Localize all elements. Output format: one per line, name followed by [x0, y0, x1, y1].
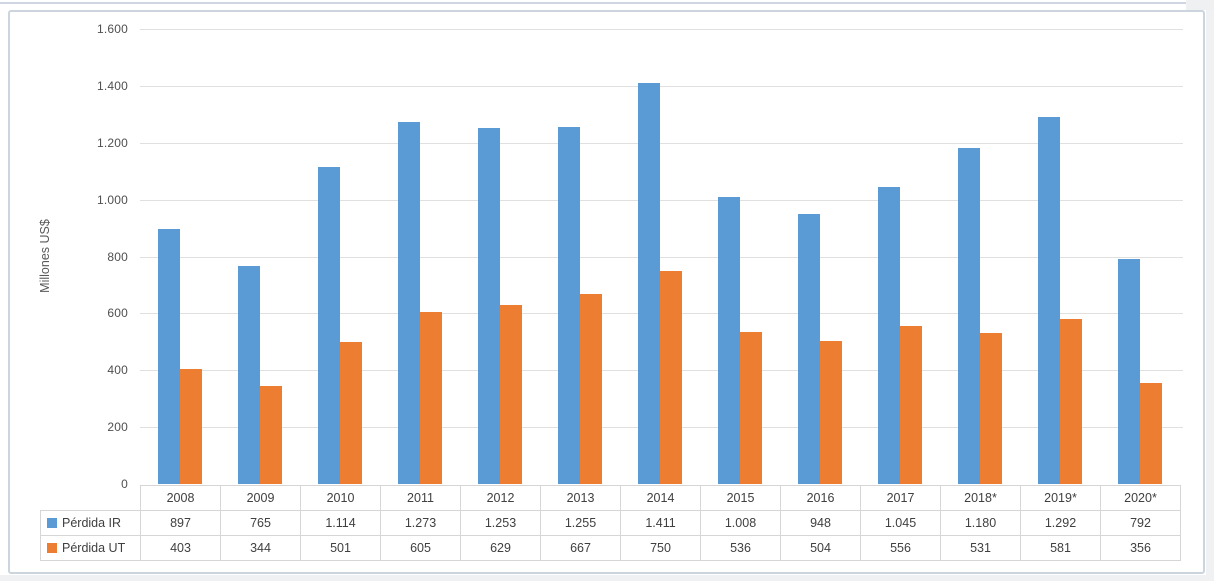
bar-p-rdida-ut-2019: [1060, 319, 1082, 484]
bar-p-rdida-ir-2018: [958, 148, 980, 484]
bar-p-rdida-ir-2020: [1118, 259, 1140, 484]
bar-p-rdida-ir-2009: [238, 266, 260, 484]
y-tick-label-600: 600: [107, 306, 128, 321]
year-header-2019: 2019*: [1020, 485, 1101, 511]
bar-p-rdida-ir-2015: [718, 197, 740, 484]
year-header-2013: 2013: [540, 485, 621, 511]
value-cell-p-rdida-ir-2014: 1.411: [620, 510, 701, 536]
bar-p-rdida-ir-2012: [478, 128, 500, 484]
value-cell-p-rdida-ut-2017: 556: [860, 535, 941, 561]
year-header-2017: 2017: [860, 485, 941, 511]
y-tick-label-1.400: 1.400: [96, 78, 128, 93]
bar-p-rdida-ir-2016: [798, 214, 820, 484]
y-tick-label-0: 0: [121, 477, 128, 491]
bar-p-rdida-ut-2012: [500, 305, 522, 484]
bar-p-rdida-ut-2015: [740, 332, 762, 484]
year-header-2011: 2011: [380, 485, 461, 511]
bar-p-rdida-ir-2010: [318, 167, 340, 484]
legend-swatch-icon: [47, 518, 57, 528]
year-header-2010: 2010: [300, 485, 381, 511]
year-header-2015: 2015: [700, 485, 781, 511]
year-header-2014: 2014: [620, 485, 701, 511]
value-cell-p-rdida-ut-2019: 581: [1020, 535, 1101, 561]
bar-p-rdida-ir-2014: [638, 83, 660, 484]
value-cell-p-rdida-ut-2018: 531: [940, 535, 1021, 561]
gridline-800: [140, 256, 1183, 258]
y-axis-tick-labels: 0 200 400 600 800 1.000 1.200 1.400 1.600: [8, 0, 128, 581]
page-top-divider: [0, 2, 1186, 4]
outer-background-bottom: [0, 575, 1214, 581]
value-cell-p-rdida-ir-2019: 1.292: [1020, 510, 1101, 536]
value-cell-p-rdida-ut-2020: 356: [1100, 535, 1181, 561]
value-cell-p-rdida-ut-2015: 536: [700, 535, 781, 561]
y-tick-label-1.000: 1.000: [96, 192, 128, 207]
table-row-p-rdida-ir: Pérdida IR 897 765 1.114 1.273 1.253 1.255 1.41…: [40, 510, 1181, 536]
bar-p-rdida-ut-2008: [180, 369, 202, 484]
y-tick-label-200: 200: [107, 420, 128, 435]
value-cell-p-rdida-ir-2009: 765: [220, 510, 301, 536]
y-tick-label-1.200: 1.200: [96, 135, 128, 150]
value-cell-p-rdida-ut-2009: 344: [220, 535, 301, 561]
value-cell-p-rdida-ir-2008: 897: [140, 510, 221, 536]
value-cell-p-rdida-ir-2016: 948: [780, 510, 861, 536]
value-cell-p-rdida-ir-2018: 1.180: [940, 510, 1021, 536]
year-header-2016: 2016: [780, 485, 861, 511]
bar-p-rdida-ut-2014: [660, 271, 682, 484]
gridline-1.200: [140, 142, 1183, 144]
bar-p-rdida-ir-2019: [1038, 117, 1060, 484]
legend-cell-p-rdida-ut: Pérdida UT: [40, 535, 141, 561]
value-cell-p-rdida-ir-2011: 1.273: [380, 510, 461, 536]
value-cell-p-rdida-ut-2013: 667: [540, 535, 621, 561]
value-cell-p-rdida-ir-2015: 1.008: [700, 510, 781, 536]
table-row-p-rdida-ut: Pérdida UT 403 344 501 605 629 667 750 536 504 556…: [40, 535, 1181, 561]
outer-background-corner: [1186, 0, 1214, 10]
table-corner-cell: [41, 486, 141, 511]
bar-p-rdida-ut-2009: [260, 386, 282, 484]
value-cell-p-rdida-ir-2010: 1.114: [300, 510, 381, 536]
year-header-2009: 2009: [220, 485, 301, 511]
data-table: 2008 2009 2010 2011 2012 2013 2014 2015 2016 2017…: [40, 485, 1181, 561]
y-tick-label-800: 800: [107, 249, 128, 264]
year-header-2012: 2012: [460, 485, 541, 511]
bar-p-rdida-ut-2013: [580, 294, 602, 484]
plot-area: [140, 29, 1183, 484]
year-header-2020: 2020*: [1100, 485, 1181, 511]
bar-p-rdida-ut-2011: [420, 312, 442, 484]
table-row-years: 2008 2009 2010 2011 2012 2013 2014 2015 2016 2017…: [41, 485, 1181, 511]
bar-p-rdida-ut-2017: [900, 326, 922, 484]
legend-cell-p-rdida-ir: Pérdida IR: [40, 510, 141, 536]
year-header-2018: 2018*: [940, 485, 1021, 511]
gridline-1.600: [140, 29, 1183, 30]
gridline-1.000: [140, 199, 1183, 201]
year-header-2008: 2008: [140, 485, 221, 511]
value-cell-p-rdida-ut-2008: 403: [140, 535, 221, 561]
value-cell-p-rdida-ir-2012: 1.253: [460, 510, 541, 536]
value-cell-p-rdida-ut-2016: 504: [780, 535, 861, 561]
bar-p-rdida-ir-2017: [878, 187, 900, 484]
y-tick-label-400: 400: [107, 363, 128, 378]
value-cell-p-rdida-ut-2011: 605: [380, 535, 461, 561]
bar-p-rdida-ir-2013: [558, 127, 580, 484]
chart-card: [8, 10, 1205, 574]
bar-p-rdida-ut-2010: [340, 342, 362, 484]
gridline-1.400: [140, 85, 1183, 87]
outer-background-right: [1206, 0, 1214, 581]
legend-swatch-icon: [47, 543, 57, 553]
bar-p-rdida-ir-2011: [398, 122, 420, 484]
bar-p-rdida-ir-2008: [158, 229, 180, 484]
value-cell-p-rdida-ut-2012: 629: [460, 535, 541, 561]
value-cell-p-rdida-ir-2013: 1.255: [540, 510, 621, 536]
value-cell-p-rdida-ir-2020: 792: [1100, 510, 1181, 536]
bar-p-rdida-ut-2018: [980, 333, 1002, 484]
value-cell-p-rdida-ut-2010: 501: [300, 535, 381, 561]
bar-p-rdida-ut-2016: [820, 341, 842, 484]
value-cell-p-rdida-ut-2014: 750: [620, 535, 701, 561]
bar-p-rdida-ut-2020: [1140, 383, 1162, 484]
y-tick-label-1.600: 1.600: [96, 22, 128, 36]
value-cell-p-rdida-ir-2017: 1.045: [860, 510, 941, 536]
